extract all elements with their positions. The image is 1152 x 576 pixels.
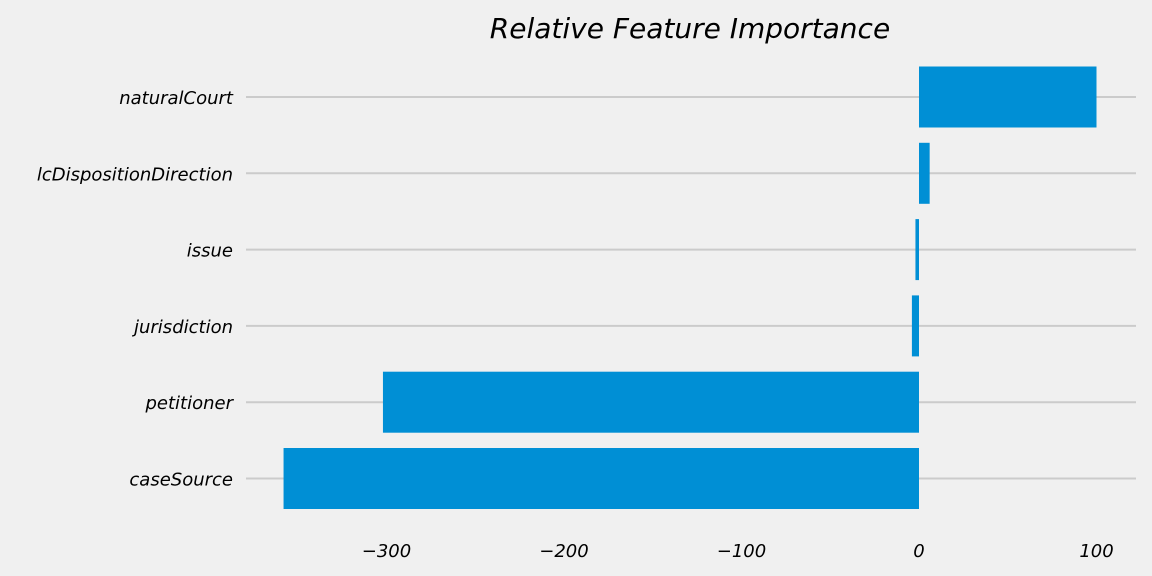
category-label-petitioner: petitioner xyxy=(144,393,234,414)
x-tick-label: −100 xyxy=(717,541,766,562)
category-label-issue: issue xyxy=(187,241,233,262)
bar-issue xyxy=(915,219,919,281)
bar-natural-court xyxy=(919,66,1097,128)
category-label-jurisdiction: jurisdiction xyxy=(131,317,233,338)
bar-case-source xyxy=(283,448,919,509)
category-label-lc-disposition-direction: lcDispositionDirection xyxy=(37,164,233,185)
category-label-natural-court: naturalCourt xyxy=(119,88,234,109)
x-tick-label: −300 xyxy=(362,541,411,562)
chart-title: Relative Feature Importance xyxy=(490,12,890,45)
bar-layer xyxy=(283,66,1097,509)
bar-jurisdiction xyxy=(911,295,919,357)
x-tick-label: 0 xyxy=(913,541,924,562)
x-tick-label: −200 xyxy=(539,541,588,562)
category-labels: caseSource petitioner jurisdiction issue lcD… xyxy=(37,88,235,491)
bar-petitioner xyxy=(382,371,919,433)
bar-lc-disposition-direction xyxy=(919,142,930,204)
x-tick-labels: −300 −200 −100 0 100 xyxy=(362,541,1114,562)
x-tick-label: 100 xyxy=(1079,541,1113,562)
category-label-case-source: caseSource xyxy=(129,470,233,491)
